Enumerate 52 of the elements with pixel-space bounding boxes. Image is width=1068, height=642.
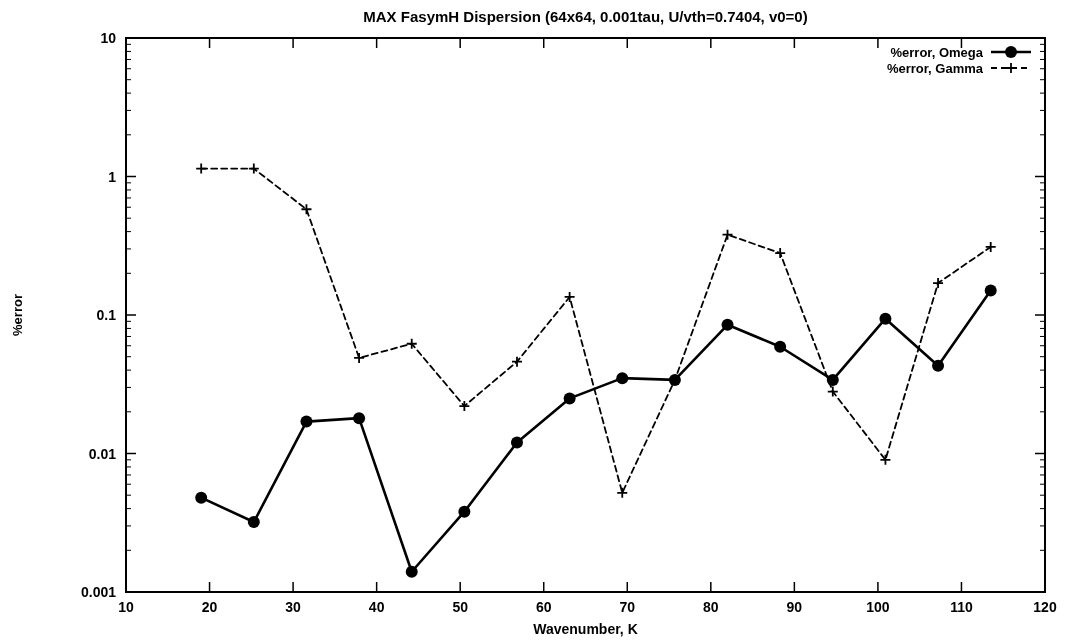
- point: [932, 359, 945, 372]
- x-tick-label: 90: [786, 599, 803, 615]
- x-tick-label: 80: [703, 599, 719, 615]
- y-tick-label: 0.001: [80, 584, 117, 600]
- x-tick-label: 110: [950, 599, 973, 615]
- point: [458, 505, 471, 518]
- point: [247, 162, 260, 175]
- point: [826, 385, 839, 398]
- point: [984, 284, 997, 297]
- point: [616, 372, 629, 385]
- point: [879, 453, 892, 466]
- point: [511, 355, 523, 368]
- x-tick-label: 120: [1033, 599, 1057, 615]
- point: [353, 352, 365, 364]
- point: [405, 565, 418, 578]
- point: [774, 247, 787, 259]
- point: [458, 400, 471, 412]
- point: [563, 392, 576, 405]
- y-tick-label: 1: [108, 168, 117, 185]
- point: [721, 318, 734, 331]
- point: [300, 203, 313, 216]
- x-axis-title: Wavenumber, K: [533, 621, 638, 637]
- legend-label: %error, Gamma: [886, 61, 984, 76]
- point: [616, 486, 629, 499]
- point: [195, 491, 208, 504]
- chart-title: MAX FasymH Dispersion (64x64, 0.001tau, U/vth=0.7404, v0=0): [363, 8, 808, 25]
- point: [510, 436, 523, 449]
- y-axis-title: %error: [10, 294, 25, 336]
- point: [721, 228, 734, 241]
- point: [932, 277, 944, 289]
- x-tick-label: 50: [452, 599, 469, 615]
- point: [405, 337, 418, 350]
- y-tick-label: 10: [100, 30, 117, 46]
- x-tick-label: 10: [118, 599, 134, 615]
- y-tick-label: 0.1: [96, 307, 117, 323]
- point: [353, 412, 366, 425]
- x-tick-label: 100: [866, 599, 890, 615]
- point: [247, 516, 260, 529]
- point: [984, 241, 997, 253]
- point: [300, 415, 313, 428]
- y-tick-label: 0.01: [88, 445, 117, 462]
- x-tick-label: 20: [201, 599, 218, 615]
- point: [195, 162, 208, 175]
- x-tick-label: 30: [285, 599, 302, 615]
- x-tick-label: 60: [535, 599, 552, 615]
- legend-label: %error, Omega: [890, 45, 984, 60]
- point: [563, 291, 576, 303]
- x-tick-label: 70: [619, 599, 636, 615]
- x-tick-label: 40: [368, 599, 385, 615]
- point: [826, 373, 839, 386]
- point: [879, 312, 892, 325]
- point: [774, 340, 787, 353]
